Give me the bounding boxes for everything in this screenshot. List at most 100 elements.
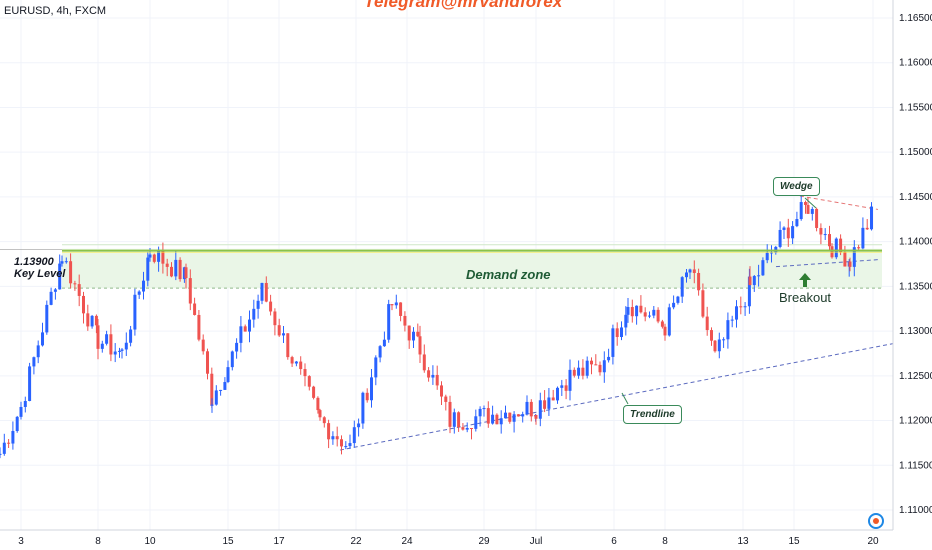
candle-body: [243, 326, 247, 332]
candle-body: [235, 342, 239, 352]
candle-body: [378, 346, 382, 358]
candle-body: [757, 275, 761, 277]
candle-body: [387, 304, 391, 340]
candle-body: [394, 302, 398, 306]
candle-body: [795, 219, 799, 227]
candle-body: [830, 246, 834, 258]
candle-body: [60, 261, 64, 264]
candle-body: [448, 401, 452, 427]
candle-body: [120, 349, 124, 351]
candle-body: [416, 331, 420, 337]
candle-body: [170, 266, 173, 277]
candle-body: [49, 291, 53, 305]
candle-body: [435, 374, 439, 386]
candle-body: [478, 408, 482, 417]
candle-body: [778, 229, 782, 247]
candle-body: [182, 267, 186, 280]
time-tick-label: 3: [18, 536, 24, 547]
candle-body: [590, 360, 593, 365]
candle-body: [137, 291, 141, 295]
candle-body: [32, 357, 36, 367]
candle-body: [105, 334, 109, 344]
candle-body: [692, 269, 696, 273]
candle-body: [82, 295, 85, 314]
candle-body: [118, 350, 121, 352]
candle-body: [626, 307, 630, 315]
candle-body: [146, 257, 150, 281]
candle-body: [581, 367, 585, 376]
candle-body: [152, 254, 156, 262]
candle-body: [486, 408, 490, 424]
candle-body: [848, 261, 852, 267]
candle-body: [491, 414, 495, 424]
candle-body: [316, 397, 320, 411]
candle-body: [639, 305, 643, 313]
candle-body: [15, 416, 19, 432]
price-tick-label: 1.12000: [899, 416, 932, 427]
candle-body: [568, 369, 572, 391]
candle-body: [407, 325, 411, 341]
candle-body: [73, 283, 77, 285]
candle-body: [109, 334, 113, 355]
candle-body: [482, 408, 486, 410]
candle-body: [431, 374, 435, 378]
candle-body: [815, 208, 819, 228]
time-tick-label: Jul: [530, 536, 543, 547]
candle-body: [556, 387, 559, 401]
candle-body: [470, 428, 473, 430]
tradingview-logo-icon[interactable]: [868, 513, 884, 529]
candle-body: [299, 361, 303, 370]
candle-body: [348, 443, 352, 447]
candle-body: [340, 439, 343, 447]
time-tick-label: 8: [95, 536, 101, 547]
candle-body: [615, 328, 619, 338]
candle-body: [786, 227, 790, 239]
candle-body: [210, 373, 214, 406]
candle-body: [656, 309, 660, 322]
candle-body: [782, 227, 786, 230]
price-tick-label: 1.13000: [899, 326, 932, 337]
candle-body: [45, 304, 49, 333]
candle-body: [861, 227, 865, 249]
candle-body: [86, 313, 90, 327]
candle-body: [705, 316, 709, 331]
candle-body: [19, 406, 23, 417]
candle-body: [648, 315, 651, 317]
price-tick-label: 1.16500: [899, 13, 932, 24]
time-tick-label: 15: [788, 536, 800, 547]
candle-body: [399, 302, 403, 316]
wedge-upper-line: [799, 195, 879, 210]
candle-body: [594, 364, 598, 366]
key-level-label: Key Level: [14, 268, 66, 280]
candle-body: [676, 296, 680, 303]
candle-body: [713, 340, 717, 352]
candle-body: [365, 392, 369, 401]
candle-body: [804, 202, 807, 205]
candle-body: [226, 367, 230, 383]
candle-body: [357, 423, 361, 428]
candle-body: [819, 227, 823, 235]
candle-body: [28, 366, 32, 401]
candle-body: [327, 423, 331, 440]
time-tick-label: 22: [350, 536, 362, 547]
price-tick-label: 1.15000: [899, 147, 932, 158]
candle-body: [418, 336, 422, 355]
candle-body: [444, 396, 448, 402]
candle-body: [828, 234, 831, 247]
candle-body: [264, 282, 268, 302]
candle-body: [823, 234, 827, 236]
candle-body: [752, 276, 756, 286]
candle-body: [525, 401, 529, 415]
candle-body: [534, 414, 538, 419]
candle-body: [652, 309, 656, 316]
candle-body: [197, 314, 201, 340]
candle-body: [452, 412, 456, 427]
candle-body: [564, 385, 568, 391]
candle-body: [680, 277, 684, 297]
candle-body: [660, 321, 664, 327]
candle-body: [538, 400, 542, 419]
candle-body: [129, 329, 133, 343]
candle-body: [230, 351, 234, 368]
candle-body: [672, 302, 676, 308]
